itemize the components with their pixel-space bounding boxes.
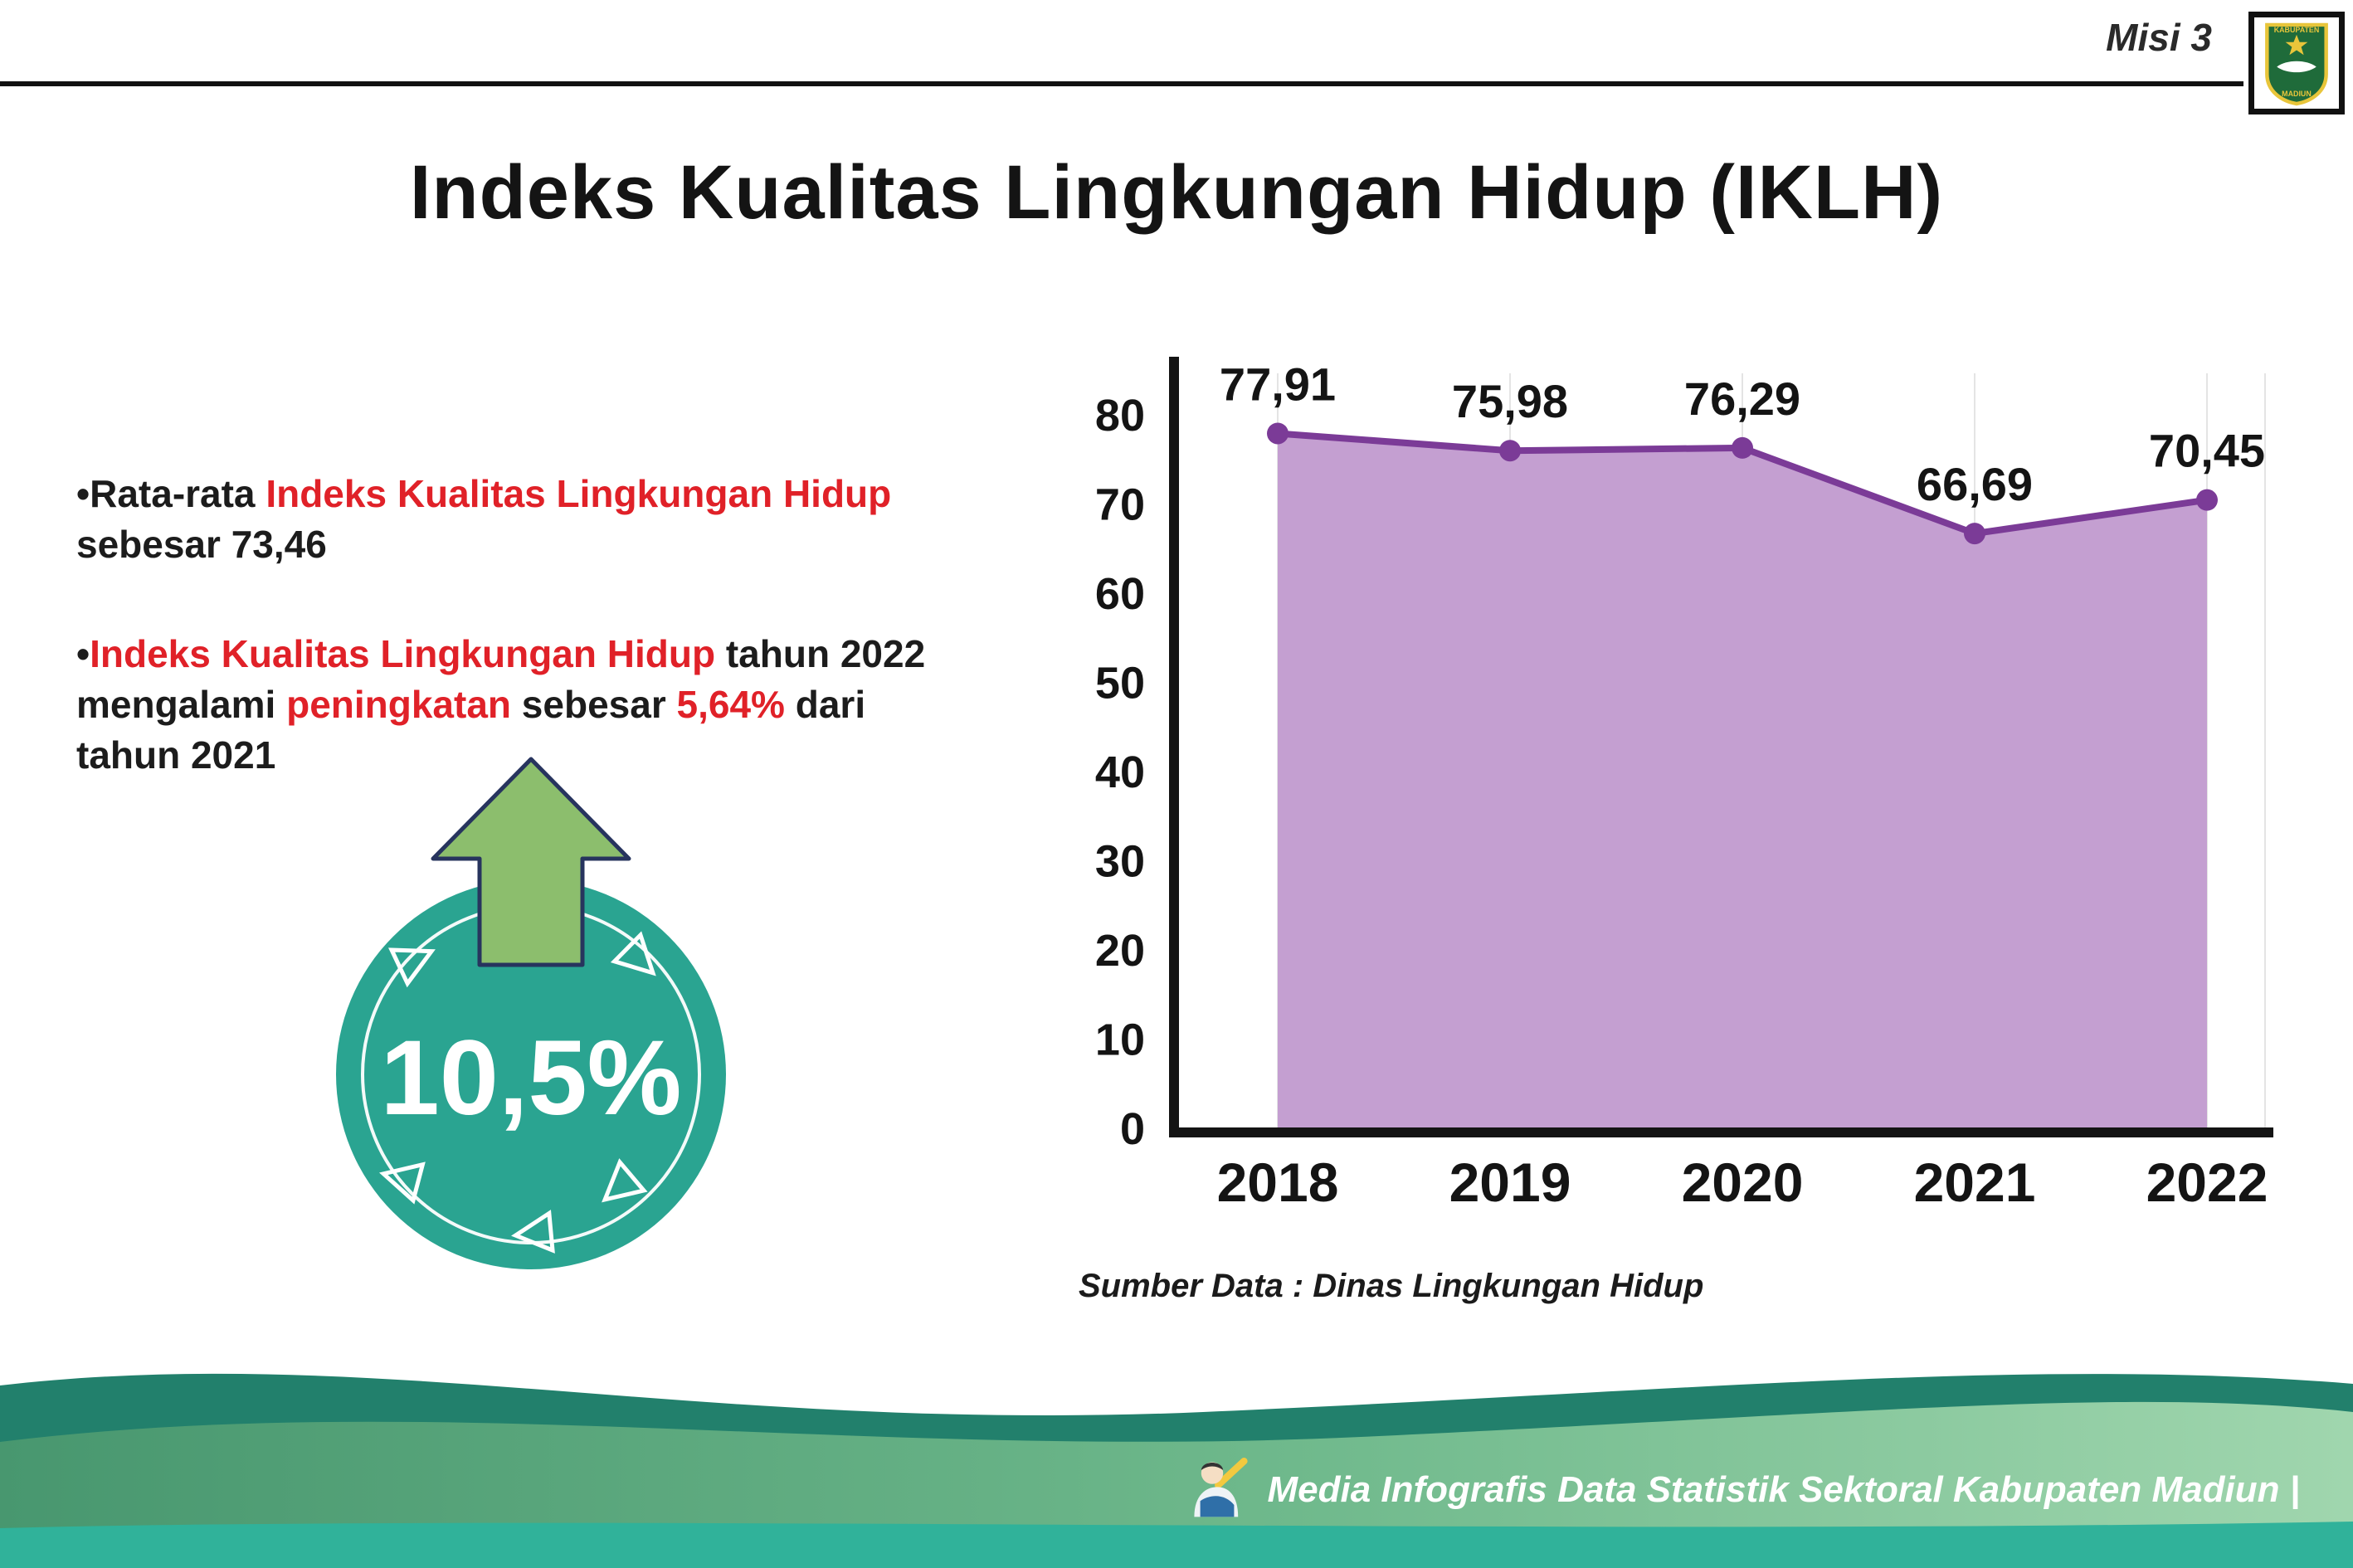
bullet2-mid-1: tahun 2022 mengalami xyxy=(76,632,926,727)
bullet-increase-2022: •Indeks Kualitas Lingkungan Hidup tahun … xyxy=(76,629,972,780)
page-title: Indeks Kualitas Lingkungan Hidup (IKLH) xyxy=(409,149,1944,235)
up-arrow-icon xyxy=(431,757,631,967)
chart-point xyxy=(2196,489,2218,511)
y-axis-tick-label: 0 xyxy=(1120,1104,1145,1154)
y-axis xyxy=(1169,357,1179,1137)
chart-point xyxy=(1267,422,1289,445)
bullet-average-iklh: •Rata-rata Indeks Kualitas Lingkungan Hi… xyxy=(76,469,972,569)
bullet1-post: sebesar 73,46 xyxy=(76,522,327,566)
kabupaten-madiun-logo-icon: KABUPATEN MADIUN xyxy=(2265,22,2328,106)
chart-point xyxy=(1499,440,1521,462)
bullet2-post: dari tahun 2021 xyxy=(76,683,866,777)
data-label: 76,29 xyxy=(1684,373,1800,425)
chart-point xyxy=(1964,523,1985,545)
y-axis-tick-label: 20 xyxy=(1095,926,1145,976)
data-label: 75,98 xyxy=(1452,375,1568,427)
bullet-list: •Rata-rata Indeks Kualitas Lingkungan Hi… xyxy=(76,469,972,840)
logo-frame: KABUPATEN MADIUN xyxy=(2248,12,2345,114)
y-axis-tick-label: 10 xyxy=(1095,1015,1145,1065)
bullet-marker: • xyxy=(76,632,90,676)
footer-wave-decoration xyxy=(0,1373,2353,1568)
chart-point xyxy=(1732,436,1753,459)
chart-region: 77,91 75,98 76,29 66,69 70,45 0 10 20 30 40 50 60 70… xyxy=(1029,282,2290,1261)
data-label: 66,69 xyxy=(1917,458,2033,510)
logo-top-text: KABUPATEN xyxy=(2274,26,2320,34)
x-axis-tick-label: 2022 xyxy=(2146,1152,2268,1213)
mascot-icon xyxy=(1194,1458,1249,1517)
x-axis-tick-label: 2019 xyxy=(1449,1152,1571,1213)
misi-label: Misi 3 xyxy=(2106,16,2212,59)
data-label: 77,91 xyxy=(1220,358,1336,410)
iklh-trend-area-chart: 77,91 75,98 76,29 66,69 70,45 0 10 20 30 40 50 60 70… xyxy=(1095,357,2273,1213)
badge-value: 10,5% xyxy=(381,1019,682,1137)
top-divider-line xyxy=(0,81,2243,86)
bullet2-highlight-1: Indeks Kualitas Lingkungan Hidup xyxy=(90,632,716,676)
footer-credit-text: Media Infografis Data Statistik Sektoral… xyxy=(1267,1469,2300,1510)
badge-triangle-decorations xyxy=(378,931,656,1254)
bullet1-highlight: Indeks Kualitas Lingkungan Hidup xyxy=(266,472,892,515)
y-axis-tick-label: 70 xyxy=(1095,480,1145,530)
data-source-note: Sumber Data : Dinas Lingkungan Hidup xyxy=(1079,1268,1704,1304)
bullet-marker: • xyxy=(76,472,90,515)
x-axis-tick-label: 2018 xyxy=(1217,1152,1339,1213)
y-axis-tick-label: 50 xyxy=(1095,659,1145,709)
y-axis-tick-label: 60 xyxy=(1095,569,1145,619)
percentage-badge-graphic: 10,5% xyxy=(336,757,726,1269)
x-axis-tick-label: 2020 xyxy=(1682,1152,1804,1213)
footer-credit: Media Infografis Data Statistik Sektoral… xyxy=(1182,1455,2300,1525)
chart-area xyxy=(1278,433,2207,1128)
bullet2-highlight-3: 5,64% xyxy=(676,683,785,727)
x-axis xyxy=(1169,1127,2273,1137)
wave-bottom-strip xyxy=(0,1522,2353,1568)
percentage-badge: 10,5% xyxy=(315,743,747,1290)
data-label: 70,45 xyxy=(2149,425,2265,477)
y-axis-tick-label: 80 xyxy=(1095,391,1145,441)
y-axis-tick-label: 30 xyxy=(1095,837,1145,887)
bullet2-highlight-2: peningkatan xyxy=(286,683,512,727)
bullet2-mid-2: sebesar xyxy=(511,683,677,727)
x-axis-tick-label: 2021 xyxy=(1914,1152,2036,1213)
bullet1-pre: Rata-rata xyxy=(90,472,266,515)
logo-bottom-text: MADIUN xyxy=(2282,90,2312,98)
y-axis-tick-label: 40 xyxy=(1095,747,1145,797)
